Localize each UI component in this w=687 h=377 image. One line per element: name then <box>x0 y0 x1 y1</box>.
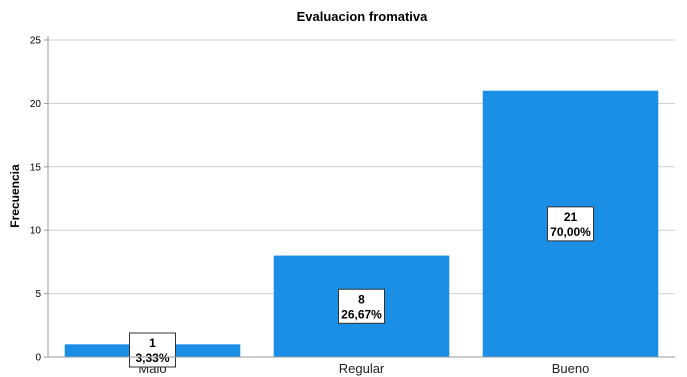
data-label-percent: 70,00% <box>550 225 591 239</box>
data-label-malo: 13,33% <box>129 332 176 368</box>
chart-title: Evaluacion fromativa <box>297 9 429 24</box>
y-tick-label: 5 <box>35 289 41 300</box>
x-tick-label: Regular <box>339 361 385 376</box>
data-label-box <box>129 332 176 368</box>
y-axis-label: Frecuencia <box>8 164 22 228</box>
y-tick-label: 15 <box>30 162 42 173</box>
data-label-count: 1 <box>149 336 156 350</box>
y-axis-ticks: 0 5 10 15 20 25 <box>30 36 48 364</box>
y-tick-label: 25 <box>30 36 42 47</box>
data-label-count: 21 <box>564 210 578 224</box>
category-labels: Malo Regular Bueno <box>138 361 589 376</box>
data-label-box <box>547 206 594 242</box>
x-tick-label: Bueno <box>552 361 590 376</box>
data-label-percent: 3,33% <box>135 351 169 365</box>
y-tick-label: 10 <box>30 226 42 237</box>
data-label-count: 8 <box>358 292 365 306</box>
y-tick-label: 20 <box>30 99 42 110</box>
data-label-regular: 826,67% <box>338 288 385 324</box>
data-label-box <box>338 288 385 324</box>
y-tick-label: 0 <box>35 353 41 364</box>
data-label-percent: 26,67% <box>341 307 382 321</box>
